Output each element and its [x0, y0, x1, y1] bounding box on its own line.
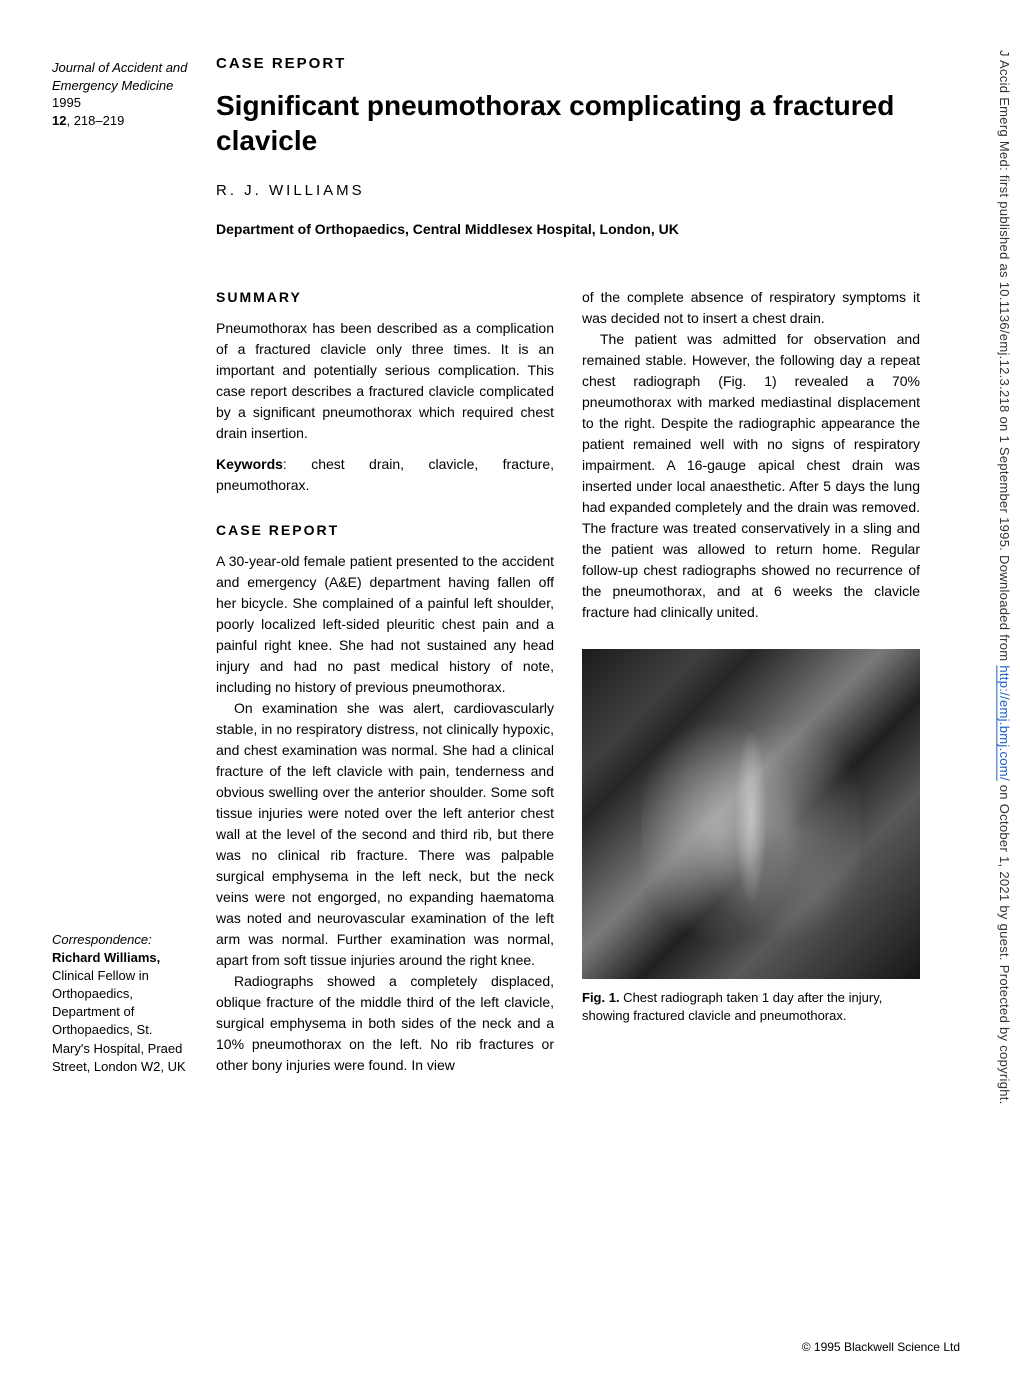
keywords: Keywords: chest drain, clavicle, fractur… [216, 454, 554, 496]
copyright: © 1995 Blackwell Science Ltd [802, 1340, 960, 1354]
chest-radiograph-image [582, 649, 920, 979]
keywords-label: Keywords [216, 456, 283, 472]
case-p1: A 30-year-old female patient presented t… [216, 551, 554, 698]
side-citation-link[interactable]: http://emj.bmj.com/ [997, 665, 1012, 781]
header-row: Journal of Accident and Emergency Medici… [52, 55, 920, 287]
journal-volume: 12 [52, 113, 66, 128]
case-p5: The patient was admitted for observation… [582, 329, 920, 623]
summary-text: Pneumothorax has been described as a com… [216, 318, 554, 444]
figure-label: Fig. 1. [582, 990, 620, 1005]
article-title: Significant pneumothorax complicating a … [216, 88, 920, 158]
header-content: CASE REPORT Significant pneumothorax com… [216, 55, 920, 287]
text-columns: SUMMARY Pneumothorax has been described … [216, 287, 920, 1076]
journal-info: Journal of Accident and Emergency Medici… [52, 55, 192, 129]
side-citation-pre: J Accid Emerg Med: first published as 10… [997, 50, 1012, 665]
author: R. J. WILLIAMS [216, 182, 920, 199]
case-report-heading: CASE REPORT [216, 520, 554, 541]
correspondence-block: Correspondence: Richard Williams, Clinic… [52, 931, 192, 1077]
page-content: Journal of Accident and Emergency Medici… [0, 0, 980, 1096]
journal-name: Journal of Accident and Emergency Medici… [52, 60, 187, 93]
left-margin: Correspondence: Richard Williams, Clinic… [52, 287, 192, 1076]
journal-pages: 218–219 [74, 113, 125, 128]
summary-heading: SUMMARY [216, 287, 554, 308]
case-report-label: CASE REPORT [216, 55, 920, 72]
figure-caption: Fig. 1. Chest radiograph taken 1 day aft… [582, 989, 920, 1025]
affiliation: Department of Orthopaedics, Central Midd… [216, 221, 920, 237]
case-p4: of the complete absence of respiratory s… [582, 287, 920, 329]
side-citation: J Accid Emerg Med: first published as 10… [990, 50, 1012, 1330]
correspondence-details: Clinical Fellow in Orthopaedics, Departm… [52, 967, 192, 1076]
case-p2: On examination she was alert, cardiovasc… [216, 698, 554, 971]
figure-1: Fig. 1. Chest radiograph taken 1 day aft… [582, 649, 920, 1025]
correspondence-name: Richard Williams, [52, 949, 192, 967]
journal-year: 1995 [52, 95, 81, 110]
body-row: Correspondence: Richard Williams, Clinic… [52, 287, 920, 1076]
side-citation-post: on October 1, 2021 by guest. Protected b… [997, 785, 1012, 1105]
figure-caption-text: Chest radiograph taken 1 day after the i… [582, 990, 882, 1023]
case-p3: Radiographs showed a completely displace… [216, 971, 554, 1076]
correspondence-label: Correspondence: [52, 931, 192, 949]
